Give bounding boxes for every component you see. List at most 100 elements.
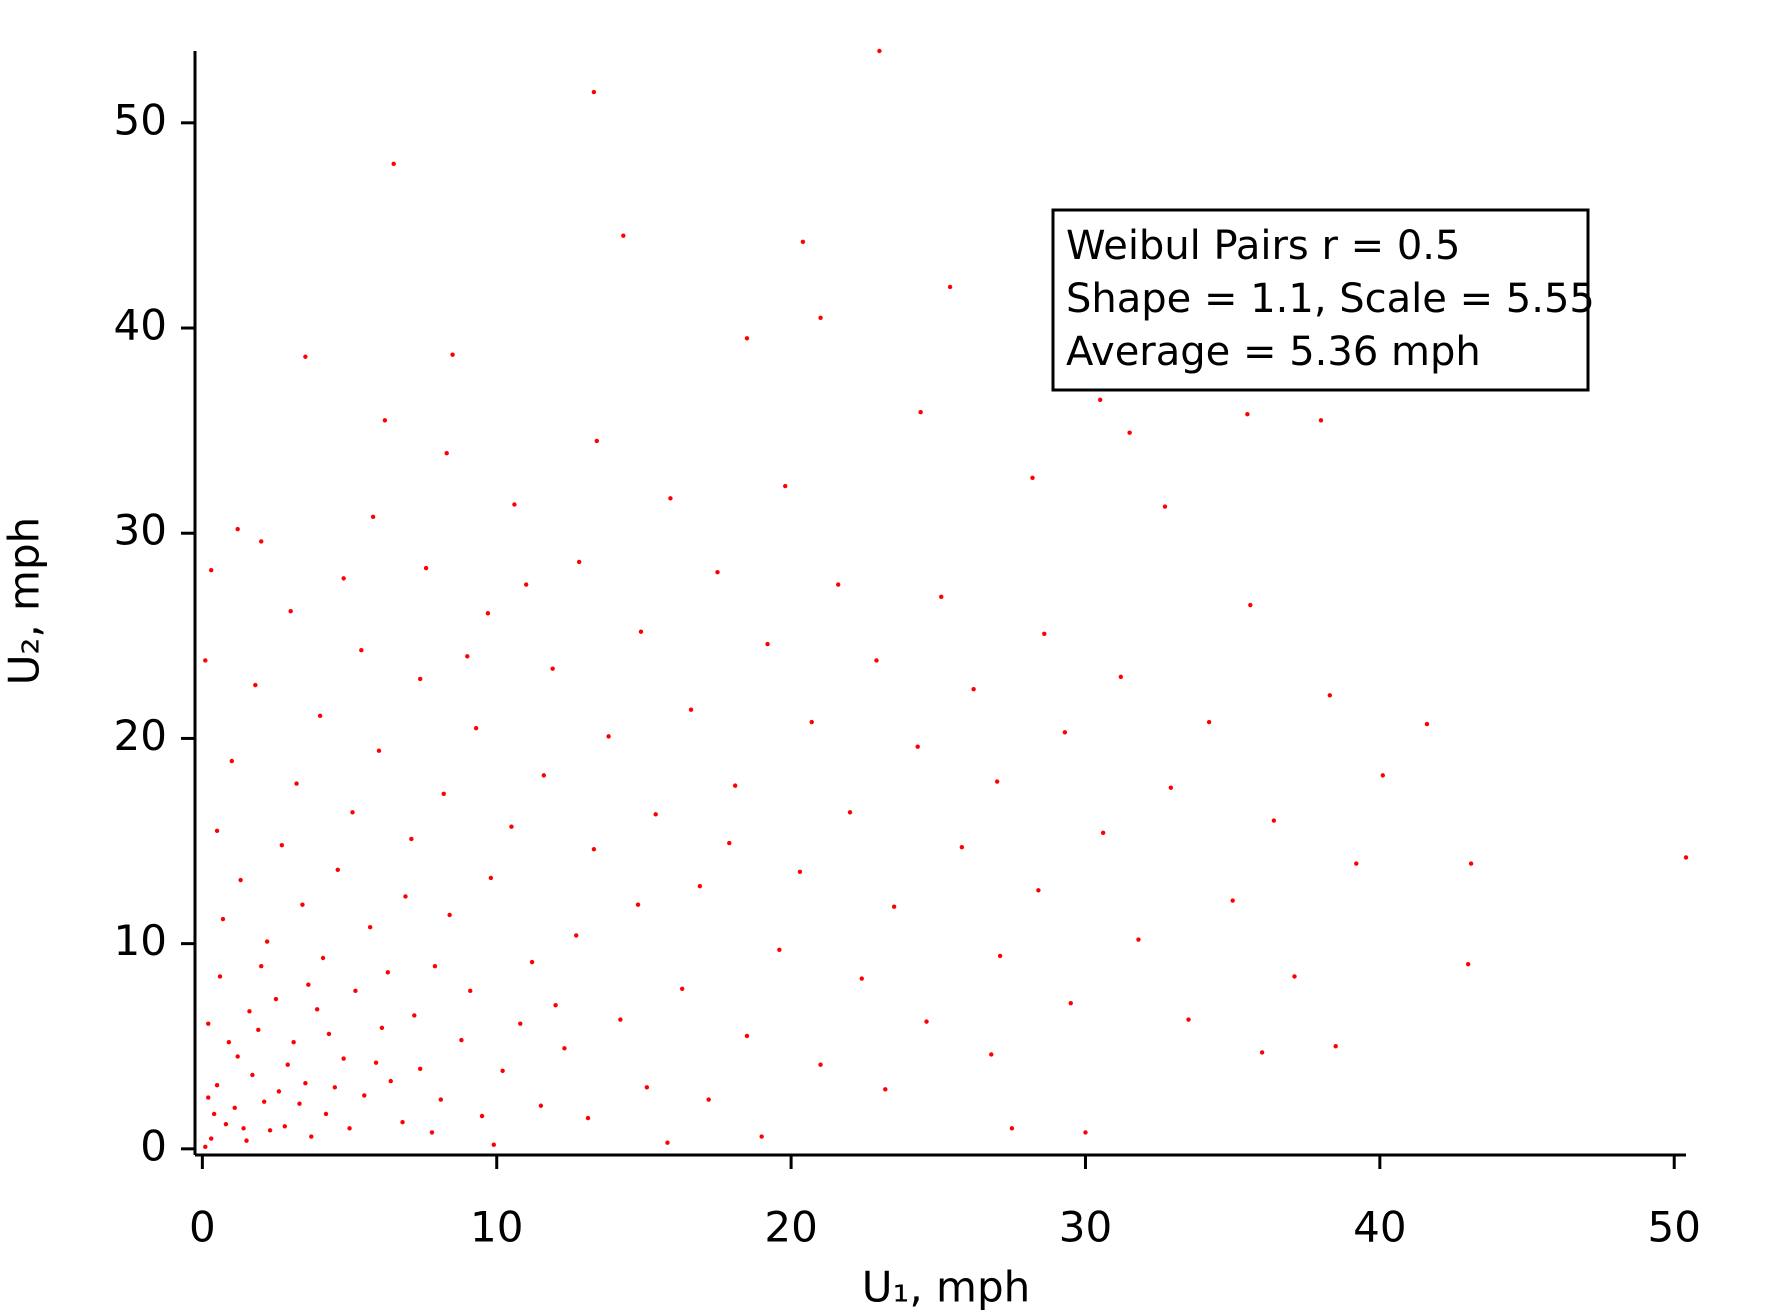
point: [468, 988, 473, 994]
point: [809, 719, 814, 725]
point: [915, 744, 920, 749]
point: [550, 666, 555, 671]
point: [247, 1009, 252, 1014]
point: [465, 654, 470, 659]
point: [256, 1027, 261, 1033]
point: [585, 1115, 591, 1121]
point: [679, 986, 685, 991]
point: [989, 1052, 994, 1057]
points: [203, 48, 1689, 1149]
point: [206, 1021, 211, 1026]
point: [939, 594, 944, 600]
annotation-line: Average = 5.36 mph: [1066, 329, 1481, 375]
y-tick-label: 20: [114, 711, 167, 760]
point: [488, 875, 494, 881]
y-tick-label: 50: [114, 95, 167, 144]
point: [473, 725, 479, 731]
point: [1424, 721, 1430, 727]
point: [638, 629, 644, 634]
point: [370, 514, 376, 520]
point: [235, 1054, 240, 1059]
point: [323, 1111, 329, 1117]
point: [538, 1103, 544, 1108]
point: [800, 239, 806, 245]
point: [332, 1085, 338, 1090]
point: [891, 904, 897, 909]
point: [1327, 693, 1333, 698]
point: [859, 976, 864, 981]
point: [1468, 861, 1474, 866]
point: [836, 582, 841, 587]
point: [997, 953, 1003, 959]
point: [874, 658, 879, 663]
point: [1036, 888, 1041, 893]
point: [665, 1140, 670, 1145]
annotation-line: Weibul Pairs r = 0.5: [1066, 223, 1460, 269]
point: [206, 1095, 211, 1100]
point: [217, 974, 223, 979]
point: [635, 902, 641, 907]
point: [918, 409, 923, 415]
point: [306, 982, 311, 987]
point: [423, 565, 429, 571]
point: [688, 707, 694, 712]
point: [744, 1033, 750, 1039]
point: [777, 947, 782, 952]
point: [214, 1083, 220, 1088]
point: [1009, 1126, 1015, 1131]
point: [388, 1078, 393, 1084]
point: [1380, 773, 1385, 778]
point: [727, 840, 732, 846]
point: [391, 161, 396, 167]
point: [208, 1136, 214, 1141]
point: [382, 418, 388, 423]
point: [447, 912, 452, 918]
point: [367, 925, 373, 930]
point: [223, 1122, 229, 1127]
point: [500, 1068, 505, 1074]
point: [303, 1080, 308, 1086]
point: [523, 582, 529, 587]
point: [594, 438, 600, 444]
point: [994, 779, 1000, 784]
point: [653, 812, 658, 817]
point: [267, 1128, 273, 1133]
y-tick-label: 40: [114, 301, 167, 350]
y-tick-label: 0: [140, 1121, 167, 1170]
point: [574, 933, 579, 938]
point: [591, 847, 597, 852]
point: [226, 1039, 232, 1045]
point: [259, 539, 264, 544]
point: [1683, 855, 1689, 860]
point: [1168, 785, 1174, 790]
point: [541, 773, 547, 778]
point: [1097, 397, 1103, 403]
point: [220, 916, 226, 922]
point: [1248, 602, 1253, 608]
point: [706, 1097, 711, 1102]
point: [1259, 1050, 1265, 1055]
point: [485, 611, 491, 616]
annotation-box: [1051, 208, 1590, 392]
point: [335, 867, 340, 872]
point: [518, 1021, 523, 1026]
point: [276, 1089, 282, 1094]
point: [759, 1134, 764, 1139]
point: [288, 609, 293, 614]
point: [591, 89, 597, 95]
point: [273, 996, 279, 1002]
point: [1230, 898, 1235, 903]
point: [438, 1097, 444, 1102]
point: [668, 496, 673, 501]
point: [576, 559, 582, 565]
point: [509, 824, 514, 829]
x-tick-label: 40: [1353, 1203, 1406, 1252]
point: [297, 1101, 302, 1106]
point: [211, 1111, 217, 1117]
point: [1245, 412, 1250, 417]
point: [238, 877, 243, 883]
point: [291, 1039, 296, 1045]
point: [417, 676, 423, 682]
